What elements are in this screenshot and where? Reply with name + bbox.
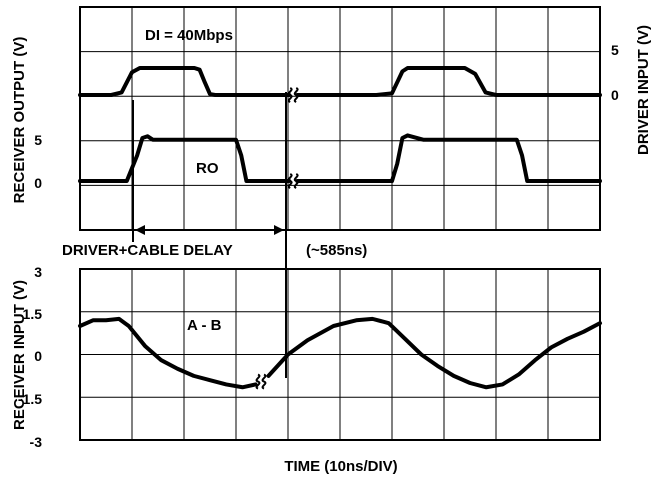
break-squiggle-icon [255,373,261,390]
delay-label: DRIVER+CABLE DELAY [62,242,233,259]
driver-input-trace-segment [295,66,602,97]
waveform-traces [78,66,602,390]
break-squiggle-icon [287,87,293,103]
arrow-left-icon [135,225,145,235]
ro-annotation: RO [196,160,219,177]
a-minus-b-trace-segment [78,316,258,390]
delay-marker [132,92,287,378]
data-rate-annotation: DI = 40Mbps [145,27,233,44]
x-axis-title: TIME (10ns/DIV) [284,458,397,475]
ro-trace-segment [295,133,602,183]
break-squiggle-icon [261,373,267,390]
top-left-tick-5: 5 [34,132,42,148]
bottom-panel-grid [79,268,601,441]
break-squiggle-icon [293,87,299,103]
driver-input-trace-segment [78,66,292,97]
a-minus-b-trace-segment [266,316,602,390]
bottom-tick-0: 0 [34,348,42,364]
receiver-input-axis-title: RECEIVER INPUT (V) [11,280,28,430]
delay-value-label: (~585ns) [306,242,367,259]
ro-trace-segment [78,134,292,183]
break-squiggle-icon [287,173,293,189]
top-right-tick-5: 5 [611,42,619,58]
break-markers [255,87,299,390]
break-squiggle-icon [293,173,299,189]
arrow-right-icon [274,225,284,235]
bottom-tick-1-5: 1.5 [23,306,43,322]
bottom-tick-minus-1-5: -1.5 [18,391,42,407]
a-minus-b-annotation: A - B [187,317,222,334]
top-left-tick-0: 0 [34,175,42,191]
bottom-tick-minus-3: -3 [30,434,43,450]
driver-input-axis-title: DRIVER INPUT (V) [635,25,652,155]
bottom-tick-3: 3 [34,264,42,280]
top-right-tick-0: 0 [611,87,619,103]
receiver-output-axis-title: RECEIVER OUTPUT (V) [11,37,28,204]
